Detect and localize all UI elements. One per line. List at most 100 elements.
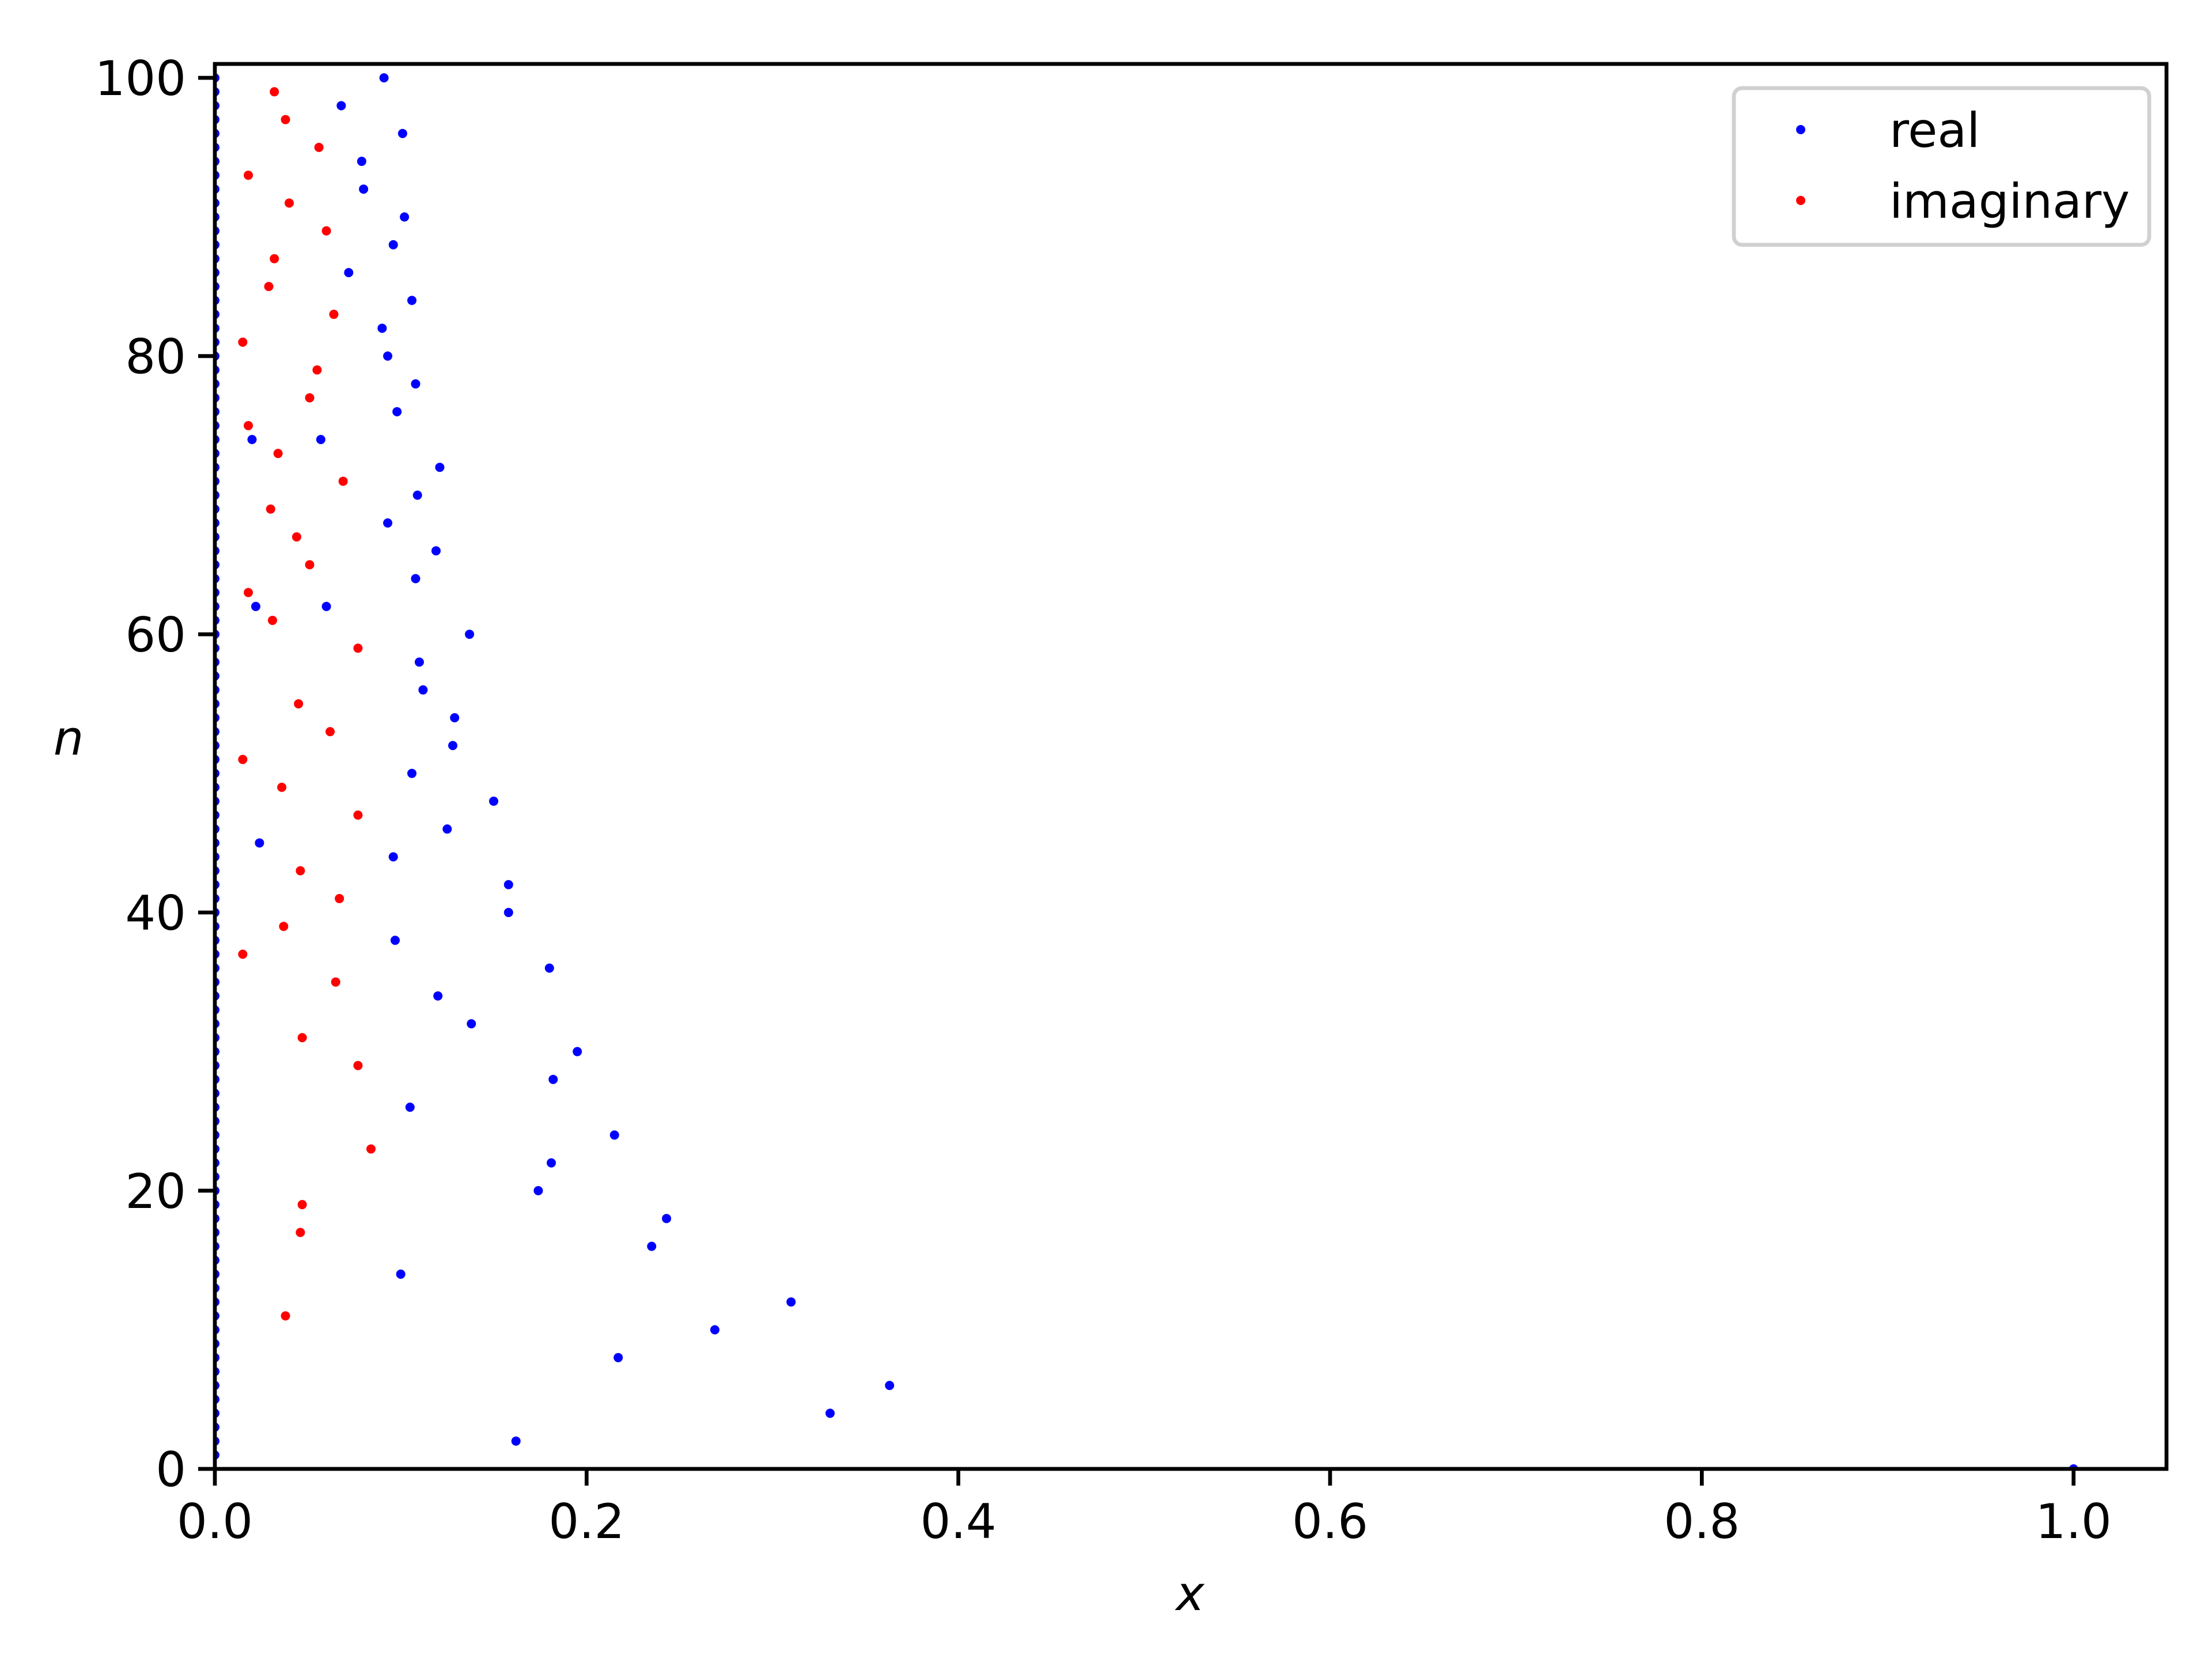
x-tick-label: 1.0 [2036,1494,2112,1550]
point [266,504,275,514]
point [312,365,322,375]
point [511,1436,521,1446]
point [268,615,278,625]
point [662,1214,672,1224]
point [414,657,424,667]
point [296,1228,305,1237]
point [238,755,248,764]
x-tick-label: 0.6 [1292,1494,1368,1550]
point [255,838,264,848]
point [435,463,445,472]
y-tick-label: 20 [125,1164,186,1219]
point [609,1130,619,1140]
point [296,866,305,876]
point [465,630,475,639]
point [489,796,498,806]
point [390,935,400,945]
point [388,240,398,249]
axes-frame [213,62,2169,1471]
point [331,977,340,987]
point [467,1019,476,1029]
x-tick-label: 0.8 [1664,1494,1740,1550]
point [412,490,422,500]
point [270,87,279,97]
point [418,685,428,695]
point [279,922,289,931]
point [407,768,417,778]
point [379,73,389,83]
point [285,198,294,208]
point [344,268,354,278]
x-axis-label: x [1174,1566,1205,1622]
y-tick-label: 0 [156,1442,186,1498]
legend-marker [1796,125,1805,134]
point [244,588,253,597]
point [544,963,554,973]
point [383,351,393,361]
point [392,407,402,416]
point [442,824,452,834]
point [407,296,417,305]
point [321,226,331,236]
point [450,713,460,722]
point [314,142,324,152]
y-tick-label: 40 [125,885,186,941]
point [448,741,458,751]
point [305,393,315,403]
point [277,782,287,792]
point [353,643,363,653]
point [325,727,335,737]
y-axis-label: n [54,710,84,766]
point [264,282,274,291]
point [294,699,304,709]
point [244,171,253,180]
legend-marker [1796,196,1805,205]
point [885,1381,895,1391]
point [238,949,248,959]
point [433,991,443,1001]
point [383,518,393,528]
point [503,880,513,889]
point [338,476,348,486]
point [297,1033,307,1043]
point [405,1103,415,1112]
point [388,852,398,862]
point [400,212,410,222]
point [547,1158,556,1168]
point [411,574,421,584]
y-tick-label: 80 [125,329,186,385]
point [297,1200,307,1210]
point [377,323,387,333]
point [244,421,253,430]
point [305,560,315,570]
point [431,546,441,556]
point [411,379,421,389]
point [613,1353,623,1362]
point [396,1269,406,1279]
legend-label: imaginary [1889,173,2130,229]
point [335,893,344,903]
point [533,1186,543,1196]
point [710,1325,719,1335]
point [573,1047,582,1056]
point [281,115,290,124]
point [329,309,339,319]
point [273,449,283,459]
point [548,1074,558,1084]
point [321,601,331,611]
point [270,254,279,264]
point [357,157,366,166]
point [247,435,257,445]
point [366,1144,376,1154]
point [353,810,363,820]
y-tick-label: 100 [95,51,186,107]
x-tick-label: 0.4 [921,1494,997,1550]
point [647,1241,657,1251]
point [359,184,369,194]
legend-box [1732,86,2152,247]
point [786,1297,796,1307]
point [291,532,301,542]
point [397,128,407,138]
